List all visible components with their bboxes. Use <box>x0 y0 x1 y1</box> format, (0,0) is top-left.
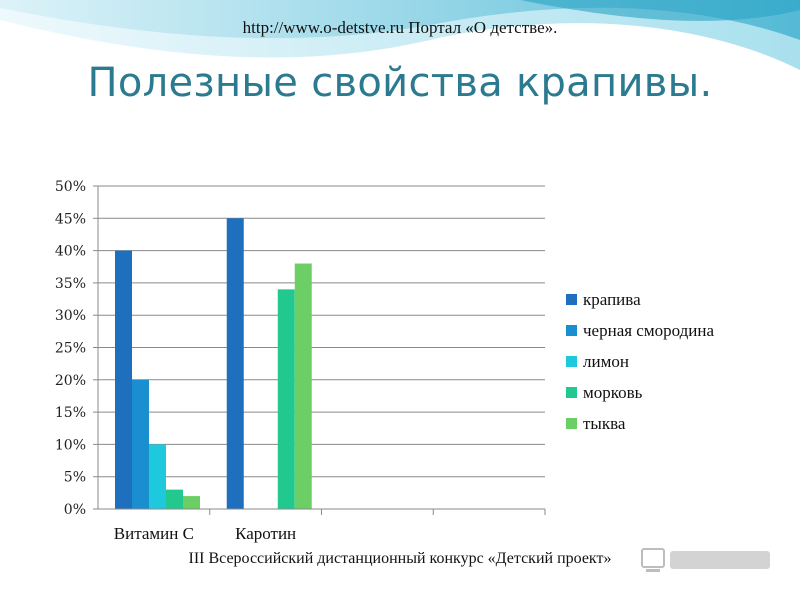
legend-swatch <box>566 387 577 398</box>
y-tick-label: 40% <box>55 244 86 260</box>
bar <box>277 289 295 509</box>
grid-layer <box>98 185 545 510</box>
y-tick-label: 30% <box>55 308 86 324</box>
x-category-label: Витамин С <box>114 524 194 543</box>
y-tick-label: 35% <box>55 276 86 292</box>
bars-layer <box>115 218 312 510</box>
legend-swatch <box>566 356 577 367</box>
y-tick-label: 45% <box>55 211 86 227</box>
bar <box>294 263 312 509</box>
bar <box>115 250 132 509</box>
legend-swatch <box>566 325 577 336</box>
legend-swatch <box>566 418 577 429</box>
footer-contest-text: III Всероссийский дистанционный конкурс … <box>188 550 612 567</box>
legend-label: черная смородина <box>583 321 714 340</box>
legend-swatch <box>566 294 577 305</box>
y-tick-label: 20% <box>55 373 86 389</box>
x-category-label: Каротин <box>235 524 296 543</box>
legend-label: лимон <box>583 352 629 371</box>
legend-label: морковь <box>583 383 643 402</box>
legend-label: крапива <box>583 290 641 309</box>
legend: крапива черная смородина лимон морковь тыква <box>566 290 714 433</box>
page-title: Полезные свойства крапивы. <box>87 60 713 106</box>
y-tick-label: 10% <box>55 437 86 453</box>
legend-label: тыква <box>583 414 626 433</box>
watermark-logo <box>641 548 770 572</box>
y-tick-label: 25% <box>55 341 86 357</box>
bar <box>226 218 244 510</box>
bar <box>166 489 183 509</box>
y-tick-label: 0% <box>64 502 86 518</box>
axis-layer: 0% 5% 10% 15% 20% 25% 30% 35% 40% 45% 50% Витамин С… <box>55 179 546 543</box>
portal-url-line: http://www.o-detstve.ru Портал «О детств… <box>242 18 558 37</box>
y-tick-label: 5% <box>64 470 86 486</box>
bar <box>183 496 200 509</box>
bar <box>149 444 166 509</box>
y-tick-label: 15% <box>55 405 86 421</box>
bar <box>132 379 149 509</box>
y-tick-label: 50% <box>55 179 86 195</box>
